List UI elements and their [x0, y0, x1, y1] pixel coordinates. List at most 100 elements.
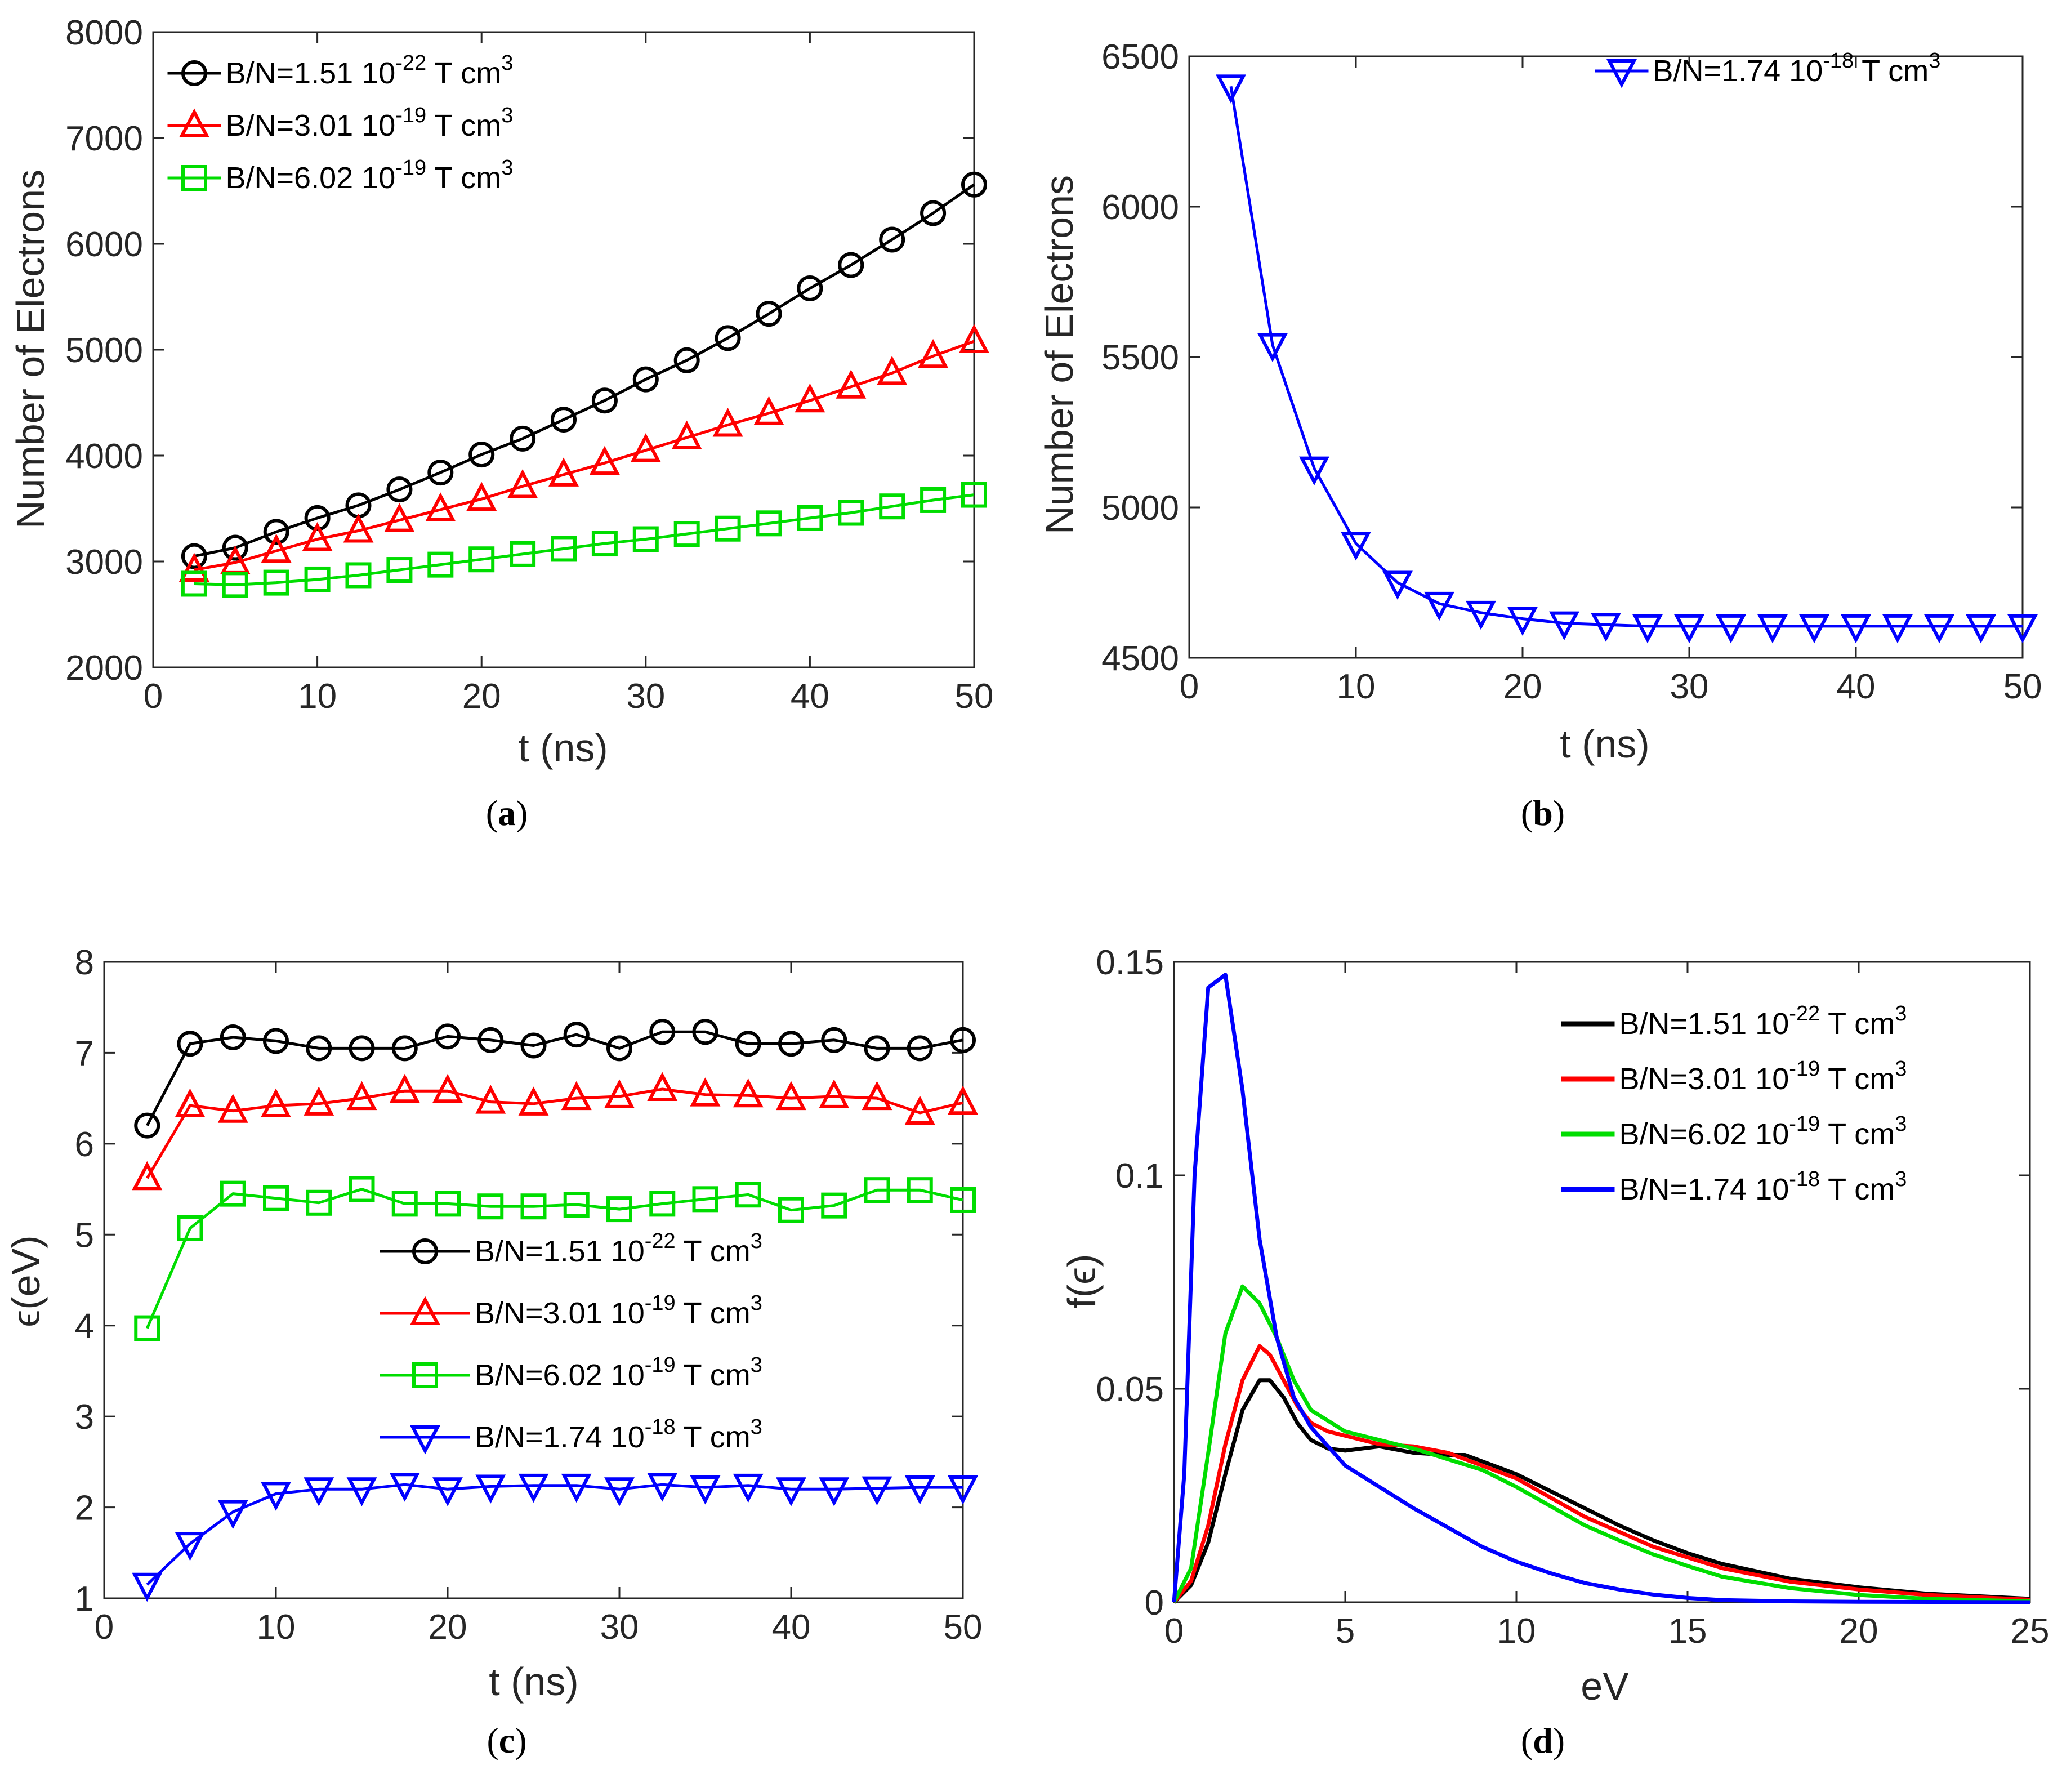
legend-name: B/N=3.01 10 [1619, 1062, 1789, 1096]
data-point [862, 1081, 892, 1111]
series-line [194, 493, 975, 586]
y-axis-label: ϵ(eV) [4, 1235, 48, 1327]
data-point [263, 519, 289, 545]
data-point [518, 1086, 549, 1116]
series-line [1172, 1344, 2030, 1604]
legend-unit-exponent: 3 [501, 51, 513, 75]
data-point [630, 433, 661, 462]
data-point [177, 1031, 203, 1057]
data-point [389, 1473, 420, 1502]
series-1 [134, 1019, 976, 1139]
data-point [346, 1081, 377, 1111]
y-tick-label: 0.15 [1096, 943, 1164, 982]
x-tick-label: 10 [298, 677, 337, 716]
data-point [217, 1094, 248, 1123]
data-point [797, 505, 823, 531]
x-axis-label: t (ns) [1560, 722, 1649, 766]
data-point [510, 425, 536, 452]
legend-name: B/N=1.74 10 [1653, 54, 1823, 88]
x-tick-label: 20 [1840, 1612, 1878, 1651]
data-point [1757, 614, 1788, 644]
data-point [343, 514, 374, 543]
legend-unit: T cm [676, 1234, 751, 1268]
y-tick-label: 6000 [1101, 188, 1179, 227]
data-point [671, 420, 702, 450]
data-point [302, 522, 333, 551]
caption-letter: c [499, 1720, 515, 1760]
data-point [961, 482, 987, 508]
chart-c: 0 10 20 30 40 50 1 2 3 4 5 6 7 8 t (ns) ϵ(eV) (c) B/N=1.5… [4, 943, 982, 1760]
legend-unit: T cm [1820, 1007, 1895, 1041]
data-point [632, 526, 659, 552]
plot-area-b [1188, 55, 2024, 659]
data-point [735, 1182, 761, 1208]
data-point [589, 445, 620, 475]
data-point [690, 1475, 721, 1505]
data-point [819, 1477, 850, 1506]
legend-unit-exponent: 3 [501, 156, 513, 180]
legend-exponent: -18 [1789, 1167, 1820, 1191]
legend-label: B/N=3.01 10-19 T cm3 [475, 1291, 762, 1330]
series-3 [181, 482, 987, 598]
data-point [647, 1473, 678, 1502]
data-point [261, 1088, 291, 1118]
legend-unit: T cm [426, 109, 501, 142]
data-point [520, 1032, 547, 1059]
legend-unit-exponent: 3 [1895, 1002, 1907, 1026]
data-point [838, 252, 864, 278]
data-point [263, 569, 289, 596]
legend-exponent: -22 [395, 51, 426, 75]
legend-exponent: -19 [645, 1291, 676, 1315]
x-tick-label: 30 [626, 677, 665, 716]
legend-exponent: -19 [1789, 1057, 1820, 1081]
data-point [733, 1078, 764, 1108]
legend-unit-exponent: 3 [751, 1291, 762, 1315]
data-point [836, 369, 867, 399]
data-point [427, 460, 454, 486]
x-tick-label: 15 [1668, 1612, 1707, 1651]
data-point [134, 1315, 160, 1341]
caption-paren-open: ( [1521, 1720, 1533, 1760]
data-point [753, 396, 784, 425]
data-point [1799, 614, 1829, 644]
data-point [950, 1027, 976, 1053]
data-point [778, 1197, 804, 1223]
data-point [1299, 456, 1329, 486]
legend-name: B/N=1.51 10 [226, 56, 396, 90]
data-point [217, 1500, 248, 1530]
x-tick-label: 20 [1503, 667, 1542, 706]
y-tick-label: 0.05 [1096, 1370, 1164, 1409]
data-point [468, 442, 495, 468]
data-point [819, 1079, 850, 1108]
data-point [776, 1477, 806, 1506]
legend-exponent: -19 [645, 1353, 676, 1377]
legend-name: B/N=1.74 10 [475, 1420, 645, 1454]
legend-label: B/N=1.74 10-18 T cm3 [1653, 49, 1941, 88]
y-tick-label: 0 [1145, 1584, 1164, 1622]
data-point [1966, 614, 1996, 644]
data-point [222, 534, 248, 561]
caption-paren-close: ) [1553, 793, 1565, 833]
data-point [349, 1176, 375, 1202]
data-point [1632, 614, 1663, 644]
data-point [175, 1532, 206, 1561]
data-point [821, 1027, 847, 1053]
legend-exponent: -22 [645, 1229, 676, 1253]
data-point [864, 1177, 890, 1203]
y-tick-label: 5500 [1101, 338, 1179, 377]
y-tick-label: 6 [75, 1125, 94, 1164]
data-point [591, 531, 618, 557]
data-point [386, 557, 413, 583]
data-point [733, 1473, 764, 1503]
y-axis-label: f(ϵ) [1060, 1254, 1104, 1308]
x-tick-label: 10 [1337, 667, 1376, 706]
data-point [632, 366, 659, 393]
data-point [425, 492, 456, 521]
plot-area-c [103, 961, 964, 1599]
data-point [304, 1477, 334, 1506]
x-tick-label: 0 [1164, 1612, 1184, 1651]
legend-label: B/N=1.51 10-22 T cm3 [226, 51, 514, 90]
x-tick-label: 50 [944, 1608, 983, 1647]
legend-marker [412, 1238, 438, 1264]
caption-paren-close: ) [516, 793, 528, 833]
